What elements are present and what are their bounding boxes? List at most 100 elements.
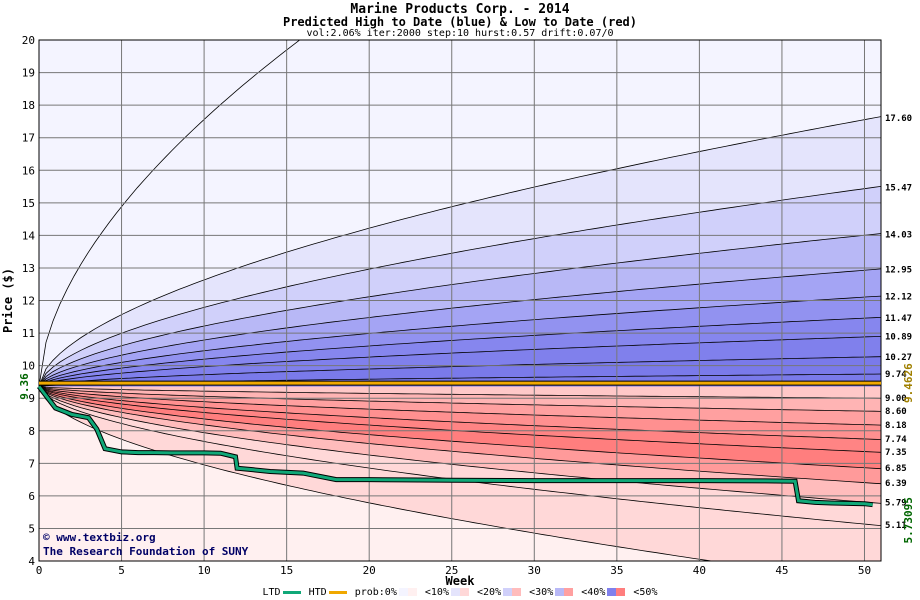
y-axis-label: Price ($) — [1, 268, 15, 333]
high-band-8 — [39, 356, 881, 387]
y-tick-label: 4 — [28, 555, 35, 568]
y-tick-label: 14 — [22, 229, 36, 242]
y-tick-label: 12 — [22, 295, 35, 308]
high-band-7 — [39, 336, 881, 387]
legend-p30-swatch — [555, 588, 574, 596]
watermark-url: © www.textbiz.org — [43, 531, 156, 544]
legend-p0-swatch — [398, 588, 417, 596]
high-band-end-label: 9.74 — [885, 370, 907, 380]
low-band-8 — [39, 386, 881, 526]
y-tick-label: 9 — [28, 392, 35, 405]
chart-subtitle: Predicted High to Date (blue) & Low to D… — [282, 15, 637, 29]
band-line — [39, 386, 881, 399]
band-line — [39, 386, 881, 485]
high-band-4 — [39, 268, 881, 387]
low-band-end-label: 5.11 — [885, 521, 907, 531]
plot-frame — [38, 39, 882, 562]
low-band-1 — [39, 386, 881, 412]
band-line — [39, 116, 881, 387]
low-band-6 — [39, 386, 881, 484]
chart-title: Marine Products Corp. - 2014 — [350, 2, 570, 17]
high-band-end-label: 17.60 — [885, 114, 912, 124]
band-line — [39, 295, 881, 387]
low-band-end-label: 9.00 — [885, 394, 907, 404]
band-line — [39, 317, 881, 387]
legend-p10-swatch — [450, 588, 469, 596]
low-band-floor — [39, 386, 712, 561]
watermark-org: The Research Foundation of SUNY — [43, 545, 249, 558]
htd-value-label: 9.4626 — [902, 363, 915, 403]
low-band-2 — [39, 386, 881, 426]
legend-p20-label: <20% — [477, 587, 502, 598]
band-line — [39, 386, 715, 561]
x-tick-label: 40 — [693, 564, 706, 577]
band-line — [39, 233, 881, 387]
legend-p40-swatch — [607, 588, 626, 596]
high-band-0 — [39, 40, 881, 387]
start-price-label: 9.36 — [18, 373, 31, 400]
x-tick-label: 10 — [197, 564, 210, 577]
x-axis-label: Week — [446, 574, 476, 588]
x-tick-label: 25 — [445, 564, 458, 577]
x-tick-label: 0 — [36, 564, 43, 577]
low-band-4 — [39, 386, 881, 453]
band-line — [39, 386, 881, 426]
legend-p10-label: <10% — [424, 587, 449, 598]
high-band-end-label: 12.12 — [885, 293, 912, 303]
x-tick-label: 5 — [118, 564, 125, 577]
legend-p20-swatch — [503, 588, 522, 596]
low-band-0 — [39, 386, 881, 399]
bands-group — [39, 40, 881, 561]
y-tick-label: 18 — [22, 99, 35, 112]
band-line — [39, 386, 881, 440]
y-tick-label: 11 — [22, 327, 35, 340]
high-band-6 — [39, 317, 881, 387]
x-tick-label: 20 — [363, 564, 376, 577]
low-band-7 — [39, 386, 881, 504]
low-band-end-label: 7.74 — [885, 435, 907, 445]
low-band-5 — [39, 386, 881, 469]
legend-ltd-swatch — [282, 590, 301, 594]
high-band-end-label: 10.89 — [885, 333, 912, 343]
low-band-end-label: 8.18 — [885, 421, 907, 431]
y-tick-label: 19 — [22, 67, 35, 80]
chart-params: vol:2.06% iter:2000 step:10 hurst:0.57 d… — [306, 28, 614, 39]
high-band-3 — [39, 233, 881, 387]
legend-htd-label: HTD — [308, 587, 327, 598]
high-band-end-label: 14.03 — [885, 230, 912, 240]
y-tick-label: 13 — [22, 262, 35, 275]
legend-htd-swatch — [328, 590, 347, 594]
band-line — [39, 386, 881, 470]
high-band-end-label: 15.47 — [885, 184, 912, 194]
x-tick-label: 45 — [775, 564, 788, 577]
low-band-3 — [39, 386, 881, 440]
legend-p30-label: <30% — [529, 587, 554, 598]
band-line — [39, 186, 881, 387]
legend-p50-label: <50% — [633, 587, 658, 598]
y-tick-label: 17 — [22, 132, 35, 145]
y-tick-label: 16 — [22, 164, 35, 177]
band-line — [39, 40, 301, 387]
high-band-end-label: 12.95 — [885, 266, 912, 276]
band-line — [39, 336, 881, 387]
low-band-end-label: 7.35 — [885, 448, 907, 458]
high-band-2 — [39, 186, 881, 387]
x-tick-label: 15 — [280, 564, 293, 577]
high-band-end-label: 11.47 — [885, 314, 912, 324]
band-line — [39, 386, 881, 504]
legend-ltd-label: LTD — [262, 587, 281, 598]
band-lines — [39, 40, 881, 561]
band-line — [39, 268, 881, 387]
low-band-end-label: 8.60 — [885, 407, 907, 417]
x-tick-label: 30 — [528, 564, 541, 577]
y-tick-label: 5 — [28, 522, 35, 535]
band-line — [39, 386, 881, 412]
legend: LTD HTD prob:0% <10% <20% <30% <40% <50% — [0, 587, 920, 598]
high-band-end-label: 10.27 — [885, 353, 912, 363]
high-band-5 — [39, 296, 881, 387]
y-tick-label: 6 — [28, 490, 35, 503]
y-tick-label: 8 — [28, 425, 35, 438]
y-tick-label: 20 — [22, 34, 35, 47]
band-line — [39, 356, 881, 387]
